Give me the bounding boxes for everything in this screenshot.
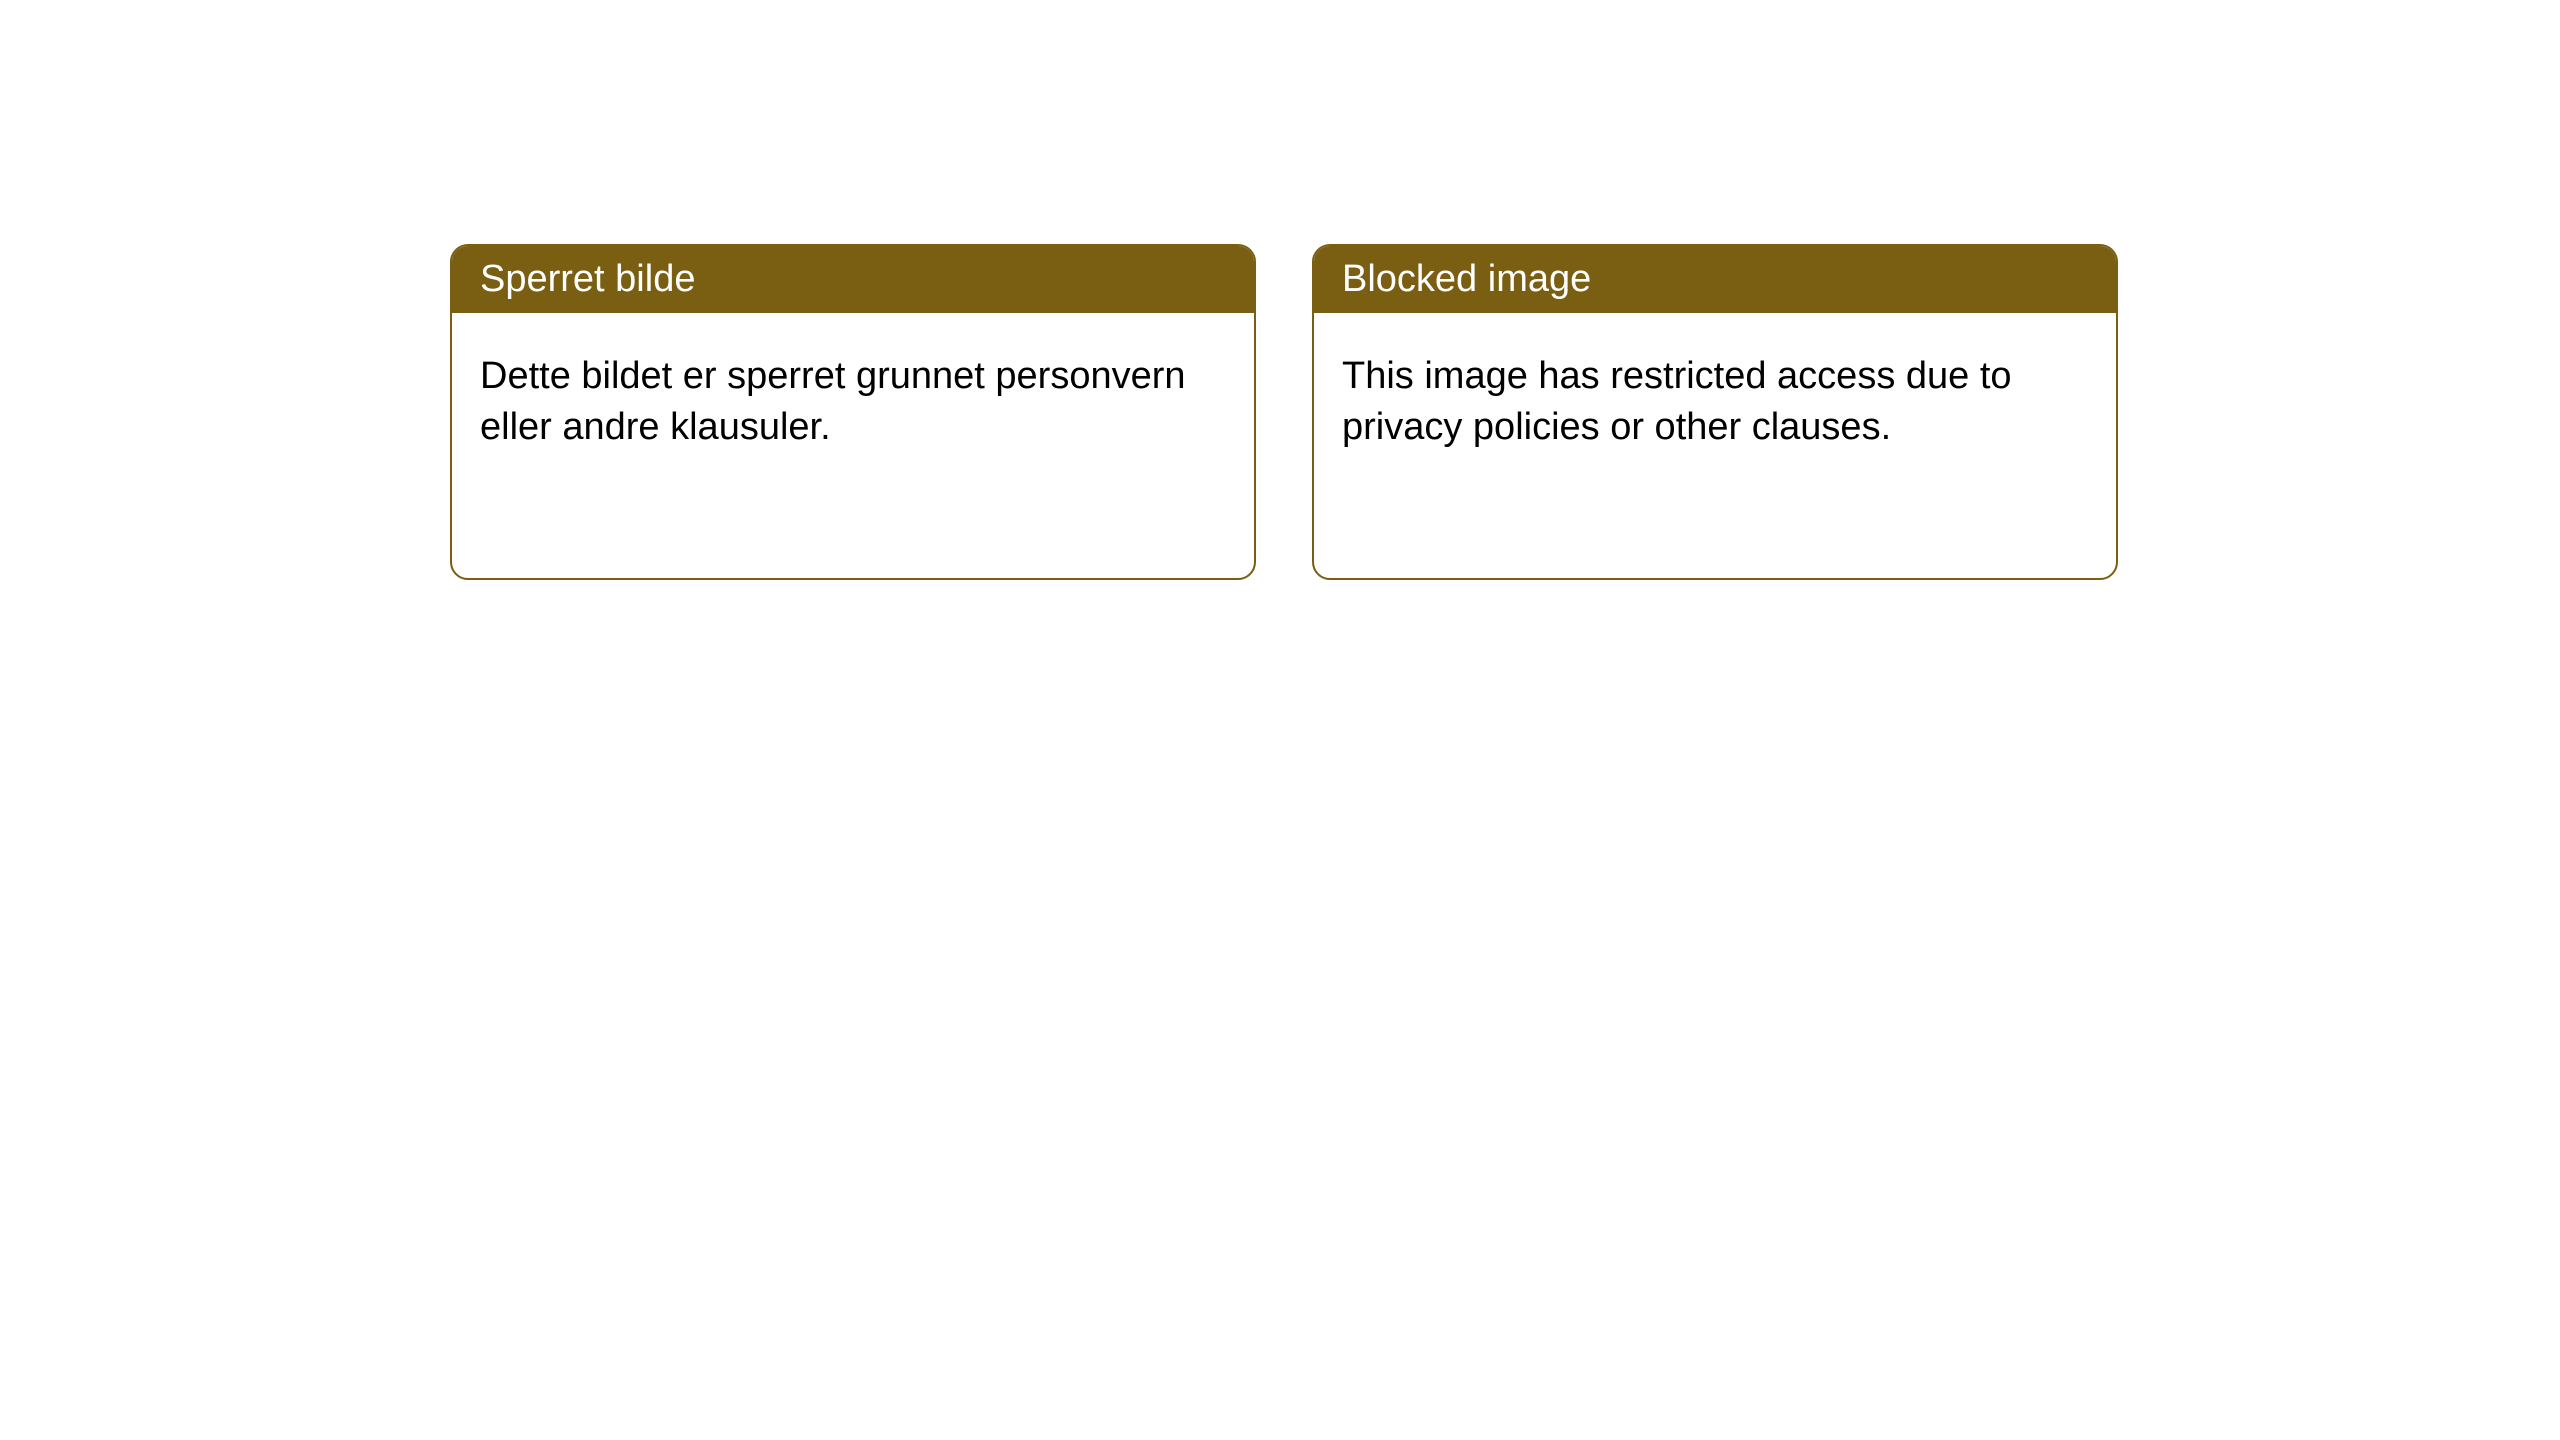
blocked-image-card-en: Blocked image This image has restricted … bbox=[1312, 244, 2118, 580]
card-header-en: Blocked image bbox=[1314, 246, 2116, 313]
card-header-text-en: Blocked image bbox=[1342, 258, 1591, 300]
card-body-en: This image has restricted access due to … bbox=[1314, 313, 2116, 492]
card-body-text-en: This image has restricted access due to … bbox=[1342, 355, 2012, 448]
card-header-text-no: Sperret bilde bbox=[480, 258, 695, 300]
card-header-no: Sperret bilde bbox=[452, 246, 1254, 313]
notice-container: Sperret bilde Dette bildet er sperret gr… bbox=[0, 0, 2560, 580]
card-body-text-no: Dette bildet er sperret grunnet personve… bbox=[480, 355, 1186, 448]
card-body-no: Dette bildet er sperret grunnet personve… bbox=[452, 313, 1254, 492]
blocked-image-card-no: Sperret bilde Dette bildet er sperret gr… bbox=[450, 244, 1256, 580]
